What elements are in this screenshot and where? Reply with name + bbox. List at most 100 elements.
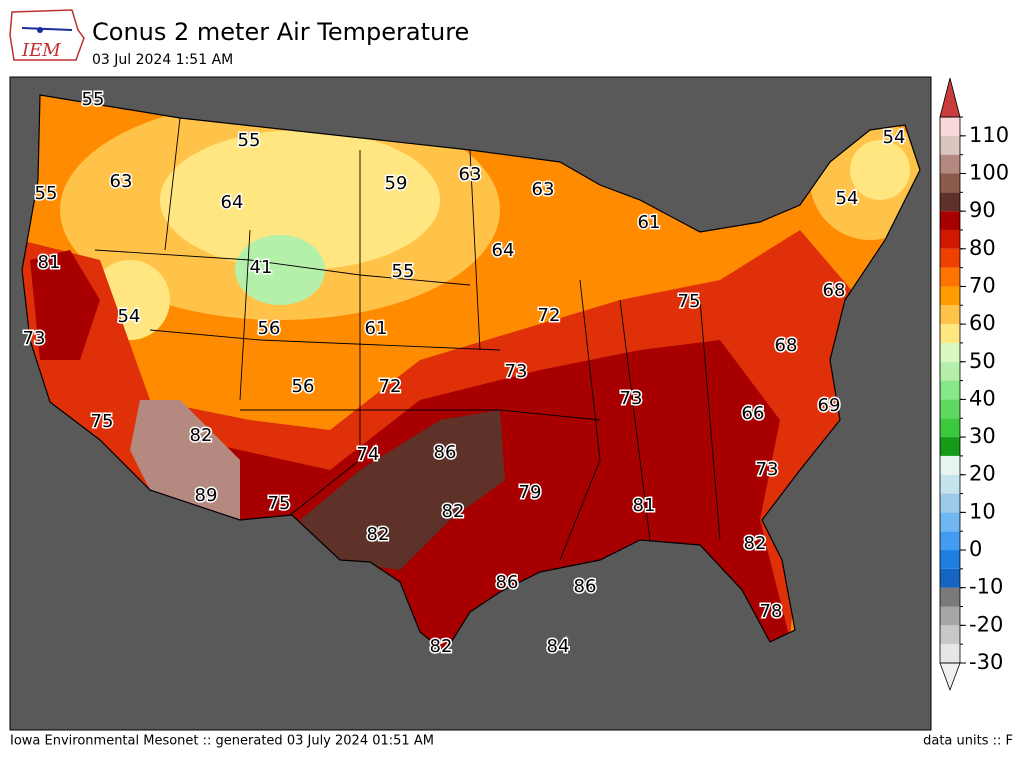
colorbar-outline bbox=[939, 116, 961, 664]
colorbar-tick-label: 100 bbox=[969, 160, 1009, 184]
colorbar-band bbox=[940, 117, 960, 136]
station-value: 82 bbox=[744, 533, 767, 554]
station-value: 63 bbox=[110, 171, 133, 192]
station-labels: 55 55 63 55 64 59 63 63 54 54 61 81 41 55 64 54 72 75 68 73… bbox=[21, 88, 907, 659]
colorbar-band bbox=[940, 455, 960, 475]
station-value: 73 bbox=[505, 361, 528, 382]
colorbar-tick-label: 10 bbox=[969, 499, 996, 523]
colorbar-band bbox=[940, 154, 960, 174]
station-value: 78 bbox=[760, 601, 783, 622]
colorbar-tick-label: 70 bbox=[969, 273, 996, 297]
colorbar-band bbox=[940, 568, 960, 588]
station-value: 54 bbox=[883, 127, 906, 148]
station-value: 86 bbox=[574, 576, 597, 597]
colorbar-band bbox=[940, 135, 960, 155]
colorbar-band bbox=[940, 286, 960, 306]
colorbar-top-arrow bbox=[939, 77, 961, 118]
station-value: 54 bbox=[118, 306, 141, 327]
station-value: 55 bbox=[392, 261, 415, 282]
colorbar-tick-label: 0 bbox=[969, 537, 982, 561]
station-value: 64 bbox=[492, 240, 515, 261]
colorbar-tick-label: 30 bbox=[969, 424, 996, 448]
colorbar-band bbox=[940, 305, 960, 325]
station-value: 66 bbox=[742, 403, 765, 424]
colorbar-band bbox=[940, 512, 960, 532]
colorbar-band bbox=[940, 229, 960, 249]
station-value: 63 bbox=[532, 179, 555, 200]
colorbar-band bbox=[940, 493, 960, 513]
station-value: 79 bbox=[519, 482, 542, 503]
colorbar-tick-label: -20 bbox=[969, 612, 1003, 636]
colorbar-band bbox=[940, 550, 960, 569]
subtitle: 03 Jul 2024 1:51 AM bbox=[92, 52, 233, 68]
station-value: 82 bbox=[430, 636, 453, 657]
station-value: 84 bbox=[547, 636, 570, 657]
colorbar-tick-label: 40 bbox=[969, 386, 996, 410]
colorbar-tick-label: 80 bbox=[969, 236, 996, 260]
station-value: 63 bbox=[459, 164, 482, 185]
colorbar-band bbox=[940, 399, 960, 419]
colorbar-tick-label: 60 bbox=[969, 311, 996, 335]
colorbar-band bbox=[940, 606, 960, 626]
logo-text: IEM bbox=[21, 40, 61, 61]
station-value: 75 bbox=[268, 493, 291, 514]
colorbar-band bbox=[940, 342, 960, 362]
colorbar-band bbox=[940, 173, 960, 193]
station-value: 81 bbox=[633, 495, 656, 516]
country-outline bbox=[21, 94, 921, 653]
colorbar-band bbox=[940, 324, 960, 343]
footer-right: data units :: F bbox=[923, 734, 1013, 749]
colorbar-band bbox=[940, 437, 960, 456]
station-value: 68 bbox=[823, 280, 846, 301]
station-value: 64 bbox=[221, 192, 244, 213]
colorbar-band bbox=[940, 211, 960, 230]
colorbar-band bbox=[940, 361, 960, 381]
station-value: 72 bbox=[379, 376, 402, 397]
colorbar-band bbox=[940, 248, 960, 268]
station-value: 41 bbox=[250, 257, 273, 278]
colorbar-band bbox=[940, 380, 960, 400]
station-value: 73 bbox=[23, 328, 46, 349]
state-lines bbox=[94, 117, 721, 561]
station-value: 75 bbox=[91, 411, 114, 432]
colorbar-band bbox=[940, 267, 960, 287]
title: Conus 2 meter Air Temperature bbox=[92, 18, 469, 46]
colorbar-band bbox=[940, 625, 960, 645]
colorbar-tick-label: 110 bbox=[969, 123, 1009, 147]
station-value: 74 bbox=[357, 444, 380, 465]
station-value: 73 bbox=[756, 459, 779, 480]
station-value: 61 bbox=[365, 318, 388, 339]
station-value: 68 bbox=[775, 335, 798, 356]
station-value: 72 bbox=[538, 305, 561, 326]
station-value: 82 bbox=[442, 501, 465, 522]
colorbar-tick-label: 90 bbox=[969, 198, 996, 222]
station-value: 69 bbox=[818, 395, 841, 416]
station-value: 55 bbox=[35, 183, 58, 204]
station-value: 56 bbox=[258, 318, 281, 339]
colorbar-band bbox=[940, 418, 960, 438]
colorbar-bottom-arrow bbox=[939, 662, 961, 692]
colorbar-band bbox=[940, 587, 960, 607]
colorbar-tick-label: 20 bbox=[969, 462, 996, 486]
station-value: 73 bbox=[620, 388, 643, 409]
colorbar-tick-label: -30 bbox=[969, 650, 1003, 674]
colorbar-band bbox=[940, 531, 960, 551]
station-value: 55 bbox=[82, 89, 105, 110]
station-value: 56 bbox=[292, 376, 315, 397]
station-value: 55 bbox=[238, 130, 261, 151]
colorbar-tick-label: -10 bbox=[969, 575, 1003, 599]
station-value: 54 bbox=[836, 188, 859, 209]
logo: IEM bbox=[9, 9, 85, 61]
colorbar-band bbox=[940, 644, 960, 663]
station-value: 61 bbox=[638, 212, 661, 233]
station-value: 86 bbox=[434, 442, 457, 463]
colorbar-band bbox=[940, 474, 960, 494]
station-value: 59 bbox=[385, 173, 408, 194]
station-value: 82 bbox=[190, 425, 213, 446]
colorbar-tick-label: 50 bbox=[969, 349, 996, 373]
colorbar: -30 -20 -10 0 10 20 30 40 50 60 70 80 90 100 110 bbox=[939, 77, 1009, 692]
station-value: 75 bbox=[678, 291, 701, 312]
station-value: 89 bbox=[195, 485, 218, 506]
station-value: 81 bbox=[38, 252, 61, 273]
